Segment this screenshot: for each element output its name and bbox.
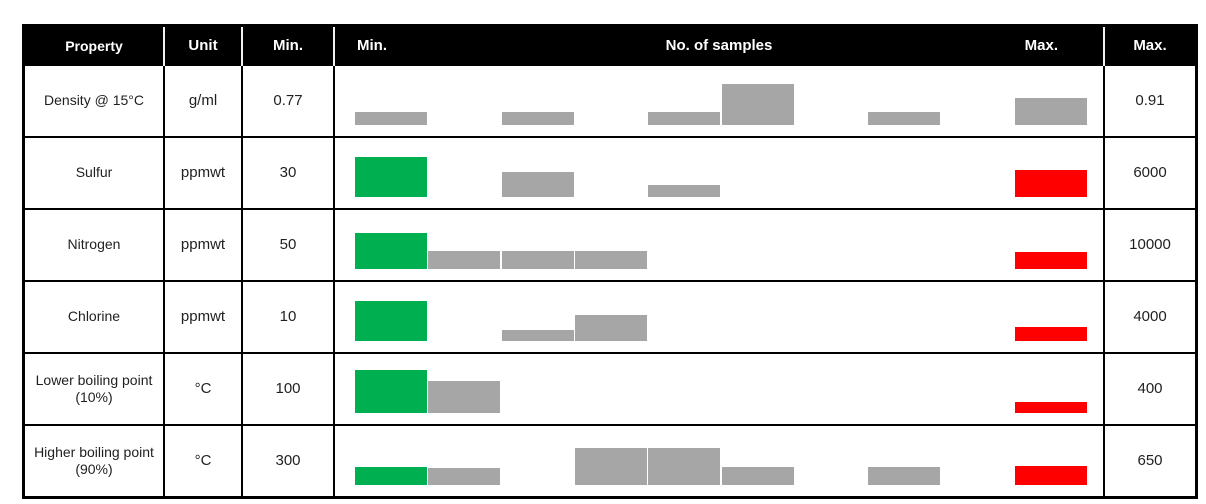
histogram-bar-green [355, 301, 427, 341]
histogram-bar-gray [648, 112, 721, 125]
header-hist-title: No. of samples [665, 37, 773, 55]
histogram-bar-green [355, 157, 427, 197]
table-row: Sulfur ppmwt 30 6000 [25, 136, 1195, 208]
histogram-bar-gray [721, 467, 794, 485]
histogram-cell [333, 282, 1103, 352]
histogram-bar-gray [501, 112, 574, 125]
property-cell: Nitrogen [67, 236, 121, 253]
histogram-cell [333, 66, 1103, 136]
unit-cell: g/ml [163, 66, 241, 136]
unit-cell: °C [163, 354, 241, 424]
header-unit: Unit [163, 27, 241, 66]
min-cell: 0.77 [241, 66, 333, 136]
header-property: Property [65, 37, 123, 54]
histogram-cell [333, 354, 1103, 424]
max-cell: 6000 [1103, 138, 1195, 208]
unit-cell: °C [163, 426, 241, 496]
histogram-bar-gray [574, 315, 647, 341]
header-histogram: Min. No. of samples Max. [333, 27, 1103, 66]
table-row: Higher boiling point (90%) °C 300 650 [25, 424, 1195, 496]
histogram-bar-red [1014, 327, 1087, 341]
histogram-bar-red [1014, 402, 1087, 413]
property-cell: Density @ 15°C [44, 92, 144, 109]
histogram-bar-gray [501, 251, 574, 269]
min-cell: 30 [241, 138, 333, 208]
histogram-bar-gray [648, 448, 721, 485]
table-row: Lower boiling point (10%) °C 100 400 [25, 352, 1195, 424]
table-row: Density @ 15°C g/ml 0.77 0.91 [25, 66, 1195, 136]
histogram-bar-gray [428, 381, 501, 413]
min-cell: 100 [241, 354, 333, 424]
header-hist-max: Max. [1024, 37, 1058, 55]
max-cell: 0.91 [1103, 66, 1195, 136]
histogram-bar-gray [574, 251, 647, 269]
histogram-bar-gray [648, 185, 721, 197]
max-cell: 10000 [1103, 210, 1195, 280]
histogram-bar-gray [868, 467, 941, 485]
histogram-cell [333, 138, 1103, 208]
min-cell: 10 [241, 282, 333, 352]
unit-cell: ppmwt [163, 210, 241, 280]
property-cell: Lower boiling point (10%) [35, 371, 153, 406]
histogram-bar-green [355, 233, 427, 269]
histogram-bar-gray [501, 172, 574, 197]
min-cell: 300 [241, 426, 333, 496]
header-hist-min: Min. [357, 37, 387, 55]
property-cell: Higher boiling point (90%) [34, 443, 154, 478]
histogram-bar-gray [721, 84, 794, 125]
histogram-bar-gray [355, 112, 427, 125]
histogram-bar-gray [1014, 98, 1087, 125]
max-cell: 4000 [1103, 282, 1195, 352]
table-body: Density @ 15°C g/ml 0.77 0.91 Sulfur ppm… [25, 66, 1195, 496]
histogram-bar-gray [501, 330, 574, 341]
histogram-bar-green [355, 467, 427, 485]
table-row: Nitrogen ppmwt 50 10000 [25, 208, 1195, 280]
header-max: Max. [1103, 27, 1195, 66]
property-cell: Chlorine [67, 308, 121, 325]
max-cell: 400 [1103, 354, 1195, 424]
histogram-bar-gray [428, 251, 501, 269]
table-header-row: Property Unit Min. Min. No. of samples M… [25, 27, 1195, 66]
histogram-bar-red [1014, 466, 1087, 485]
max-cell: 650 [1103, 426, 1195, 496]
histogram-bar-gray [868, 112, 941, 125]
histogram-bar-green [355, 370, 427, 413]
histogram-cell [333, 426, 1103, 496]
property-cell: Sulfur [75, 164, 113, 181]
histogram-bar-gray [574, 448, 647, 485]
min-cell: 50 [241, 210, 333, 280]
histogram-bar-red [1014, 170, 1087, 197]
unit-cell: ppmwt [163, 138, 241, 208]
fuel-properties-table: Property Unit Min. Min. No. of samples M… [22, 24, 1198, 499]
table-row: Chlorine ppmwt 10 4000 [25, 280, 1195, 352]
unit-cell: ppmwt [163, 282, 241, 352]
histogram-bar-gray [428, 468, 501, 485]
histogram-cell [333, 210, 1103, 280]
histogram-bar-red [1014, 252, 1087, 269]
header-min: Min. [241, 27, 333, 66]
